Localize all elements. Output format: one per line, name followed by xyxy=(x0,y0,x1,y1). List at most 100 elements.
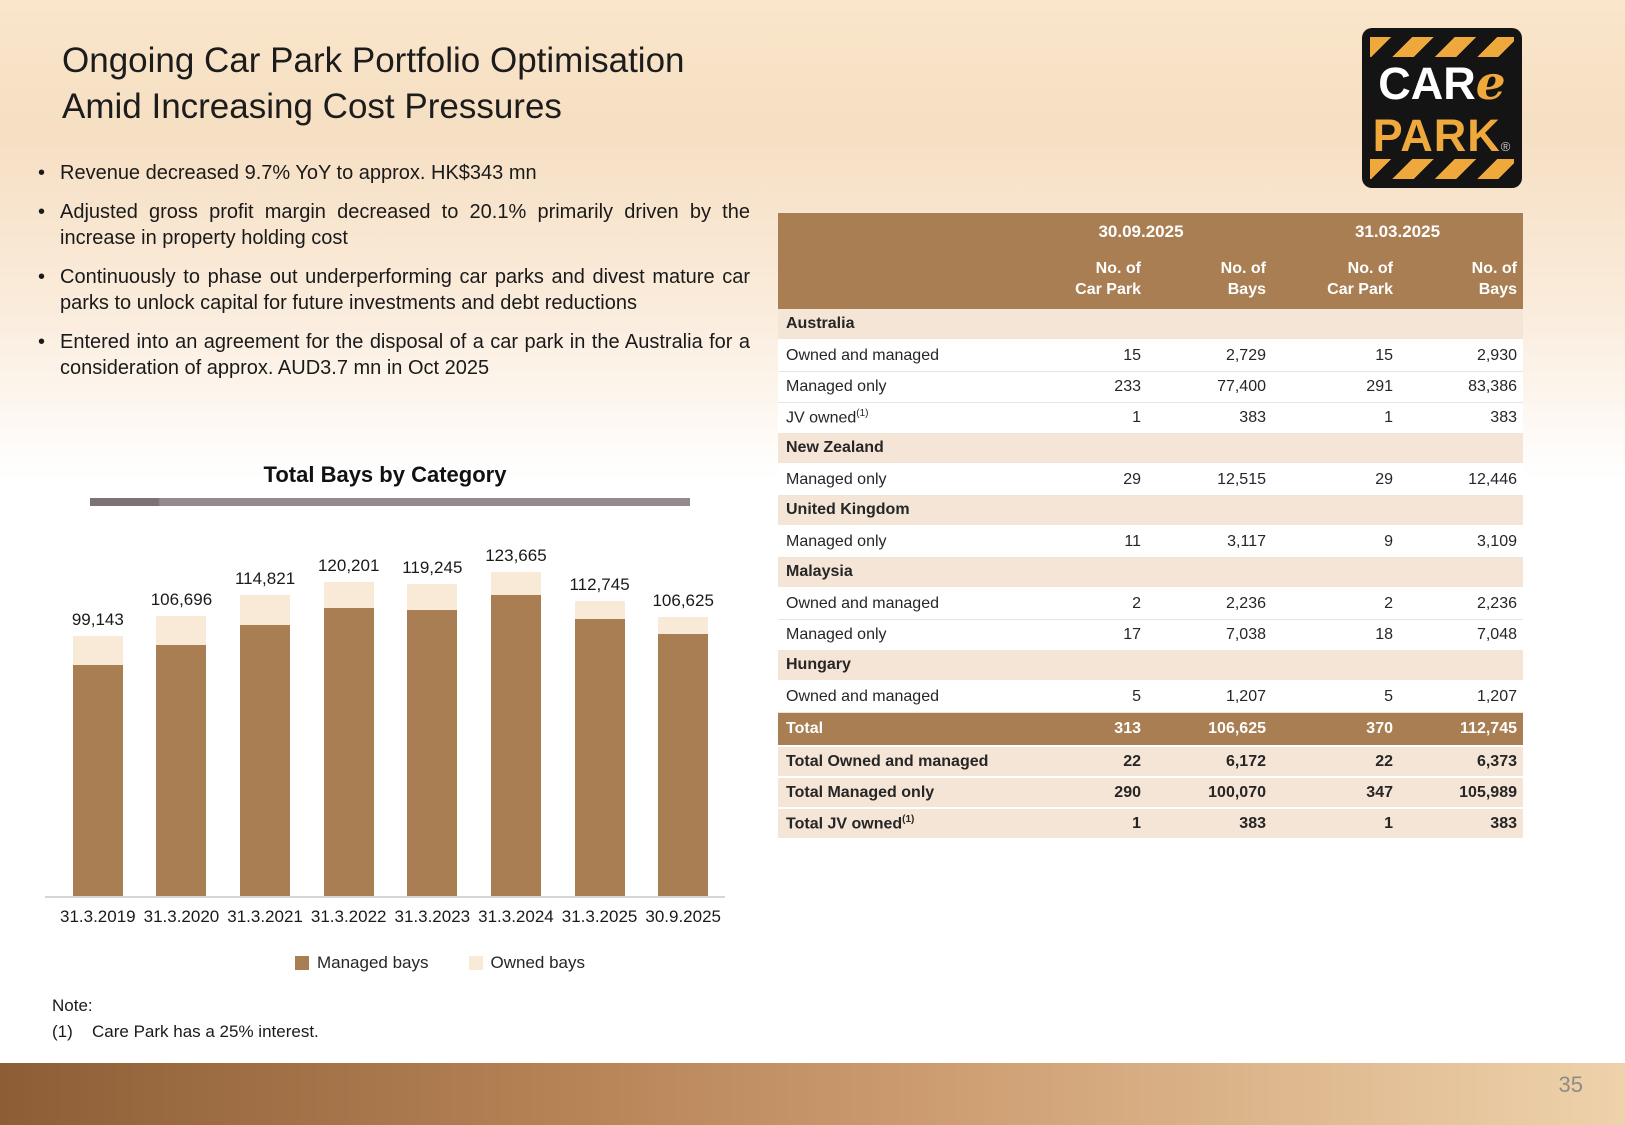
row-value: 347 xyxy=(1272,777,1399,809)
row-value: 106,625 xyxy=(1147,712,1272,747)
title-line-1: Ongoing Car Park Portfolio Optimisation xyxy=(62,41,685,80)
table-row: United Kingdom xyxy=(778,495,1523,527)
owned-bays-segment xyxy=(658,617,709,634)
row-value: 383 xyxy=(1147,808,1272,840)
column-header: No. of Car Park xyxy=(1010,251,1147,309)
footnote: Note: (1) Care Park has a 25% interest. xyxy=(52,996,319,1042)
table-row: Managed only 17 7,038 18 7,048 xyxy=(778,619,1523,651)
managed-bays-swatch-icon xyxy=(294,956,309,970)
bullet-item: • Revenue decreased 9.7% YoY to approx. H… xyxy=(38,160,750,186)
table-date-header-row: 30.09.2025 31.03.2025 xyxy=(778,213,1523,251)
logo-text-e: e xyxy=(1475,56,1506,111)
bar-total-label: 123,665 xyxy=(485,546,547,565)
row-value: 29 xyxy=(1010,464,1147,496)
row-value xyxy=(1010,309,1147,341)
row-value xyxy=(1399,309,1523,341)
page-title: Ongoing Car Park Portfolio Optimisation … xyxy=(62,38,685,130)
row-value xyxy=(1399,557,1523,589)
chart-x-axis-labels: 31.3.2019 31.3.2020 31.3.2021 31.3.2022 31.3… xyxy=(45,907,725,927)
row-value xyxy=(1147,557,1272,589)
row-value: 15 xyxy=(1010,340,1147,372)
bar-total-label: 99,143 xyxy=(71,610,124,629)
row-label: Managed only xyxy=(778,526,1010,558)
table-row: Total Managed only 290 100,070 347 105,989 xyxy=(778,777,1523,809)
x-axis-label: 31.3.2021 xyxy=(227,907,303,926)
x-axis-label: 31.3.2023 xyxy=(394,907,471,926)
row-value: 3,109 xyxy=(1399,526,1523,558)
note-text: Care Park has a 25% interest. xyxy=(92,1022,319,1041)
row-label: Managed only xyxy=(778,619,1010,651)
table-row: Managed only 233 77,400 291 83,386 xyxy=(778,371,1523,403)
row-value: 5 xyxy=(1010,681,1147,713)
chart-bar-column: 112,745 xyxy=(558,575,642,896)
row-value: 383 xyxy=(1399,402,1523,434)
care-park-logo: CARe PARK® xyxy=(1362,28,1522,188)
table-row: Total Owned and managed 22 6,172 22 6,373 xyxy=(778,746,1523,778)
row-value: 18 xyxy=(1272,619,1399,651)
row-value xyxy=(1272,309,1399,341)
logo-text-car: CAR xyxy=(1378,58,1476,109)
row-label: Owned and managed xyxy=(778,681,1010,713)
owned-bays-segment xyxy=(156,616,207,645)
row-value: 6,172 xyxy=(1147,746,1272,778)
bullet-item: • Entered into an agreement for the dispo… xyxy=(38,329,750,381)
row-value: 100,070 xyxy=(1147,777,1272,809)
row-value: 77,400 xyxy=(1147,371,1272,403)
row-value: 105,989 xyxy=(1399,777,1523,809)
bar-total-label: 119,245 xyxy=(402,558,463,577)
table-column-header-row: No. of Car Park No. of Bays No. of Car Park… xyxy=(778,251,1523,309)
managed-bays-segment xyxy=(72,665,123,896)
bullet-item: • Adjusted gross profit margin decreased … xyxy=(38,199,750,251)
legend-item-managed: Managed bays xyxy=(294,953,429,973)
owned-bays-segment xyxy=(72,636,123,665)
column-header: No. of Bays xyxy=(1399,251,1523,309)
managed-bays-segment xyxy=(658,634,709,896)
row-value xyxy=(1147,309,1272,341)
row-label: Total JV owned(1) xyxy=(778,808,1010,840)
table-row: New Zealand xyxy=(778,433,1523,465)
row-value: 7,038 xyxy=(1147,619,1272,651)
chart-legend: Managed bays Owned bays xyxy=(100,953,780,973)
header-spacer xyxy=(778,251,1010,309)
row-value: 83,386 xyxy=(1399,371,1523,403)
x-axis-label: 31.3.2024 xyxy=(478,907,554,926)
bar-total-label: 114,821 xyxy=(234,569,296,588)
row-value: 112,745 xyxy=(1399,712,1523,747)
legend-item-owned: Owned bays xyxy=(468,953,586,973)
column-header: No. of Car Park xyxy=(1272,251,1399,309)
hazard-stripe-top-icon xyxy=(1370,37,1514,57)
chart-bar-column: 106,696 xyxy=(140,590,224,896)
owned-bays-segment xyxy=(407,584,458,610)
row-label: Owned and managed xyxy=(778,340,1010,372)
bullet-text: Revenue decreased 9.7% YoY to approx. HK… xyxy=(60,162,537,184)
chart-bar-column: 119,245 xyxy=(391,558,475,896)
row-value: 9 xyxy=(1272,526,1399,558)
row-value: 6,373 xyxy=(1399,746,1523,778)
row-value: 1 xyxy=(1010,808,1147,840)
total-bays-chart: Total Bays by Category 99,143 106,696 114,… xyxy=(45,462,725,973)
chart-bar-column: 123,665 xyxy=(474,546,558,896)
note-reference-number: (1) xyxy=(52,1022,73,1041)
chart-plot-area: 99,143 106,696 114,821 120,201 119,245 123,66… xyxy=(45,546,725,898)
bullet-icon: • xyxy=(38,266,46,288)
table-row: Owned and managed 15 2,729 15 2,930 xyxy=(778,340,1523,372)
table-row: Owned and managed 2 2,236 2 2,236 xyxy=(778,588,1523,620)
column-group-31-03-2025: 31.03.2025 xyxy=(1272,213,1523,251)
legend-label: Owned bays xyxy=(490,953,586,972)
table-row: Managed only 11 3,117 9 3,109 xyxy=(778,526,1523,558)
row-value: 1 xyxy=(1272,402,1399,434)
chart-title-underline xyxy=(90,498,690,506)
row-value: 2 xyxy=(1010,588,1147,620)
owned-bays-swatch-icon xyxy=(468,956,483,970)
x-axis-label: 30.9.2025 xyxy=(645,907,721,926)
x-axis-label: 31.3.2025 xyxy=(561,907,638,926)
row-value xyxy=(1399,433,1523,465)
column-group-30-09-2025: 30.09.2025 xyxy=(1010,213,1272,251)
bullet-icon: • xyxy=(38,331,46,353)
chart-title: Total Bays by Category xyxy=(263,462,507,487)
row-value xyxy=(1147,495,1272,527)
row-value: 22 xyxy=(1010,746,1147,778)
bar-total-label: 120,201 xyxy=(317,556,380,575)
owned-bays-segment xyxy=(240,595,291,625)
